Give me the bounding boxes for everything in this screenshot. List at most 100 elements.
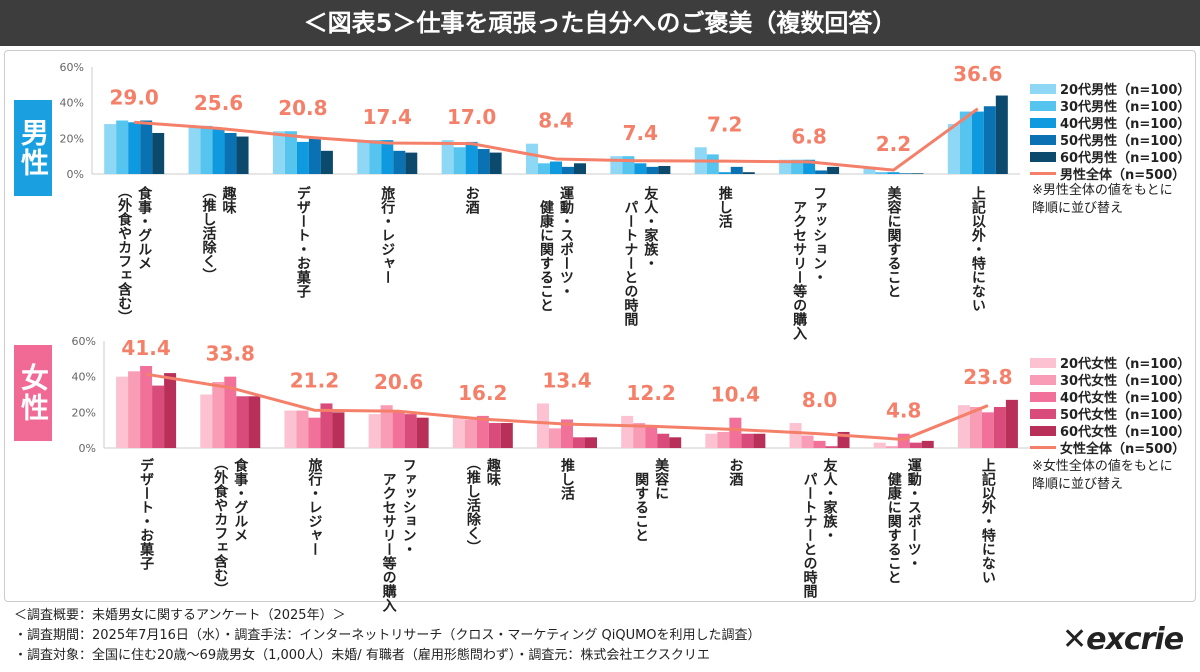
legend-label: 女性全体（n=500） bbox=[1060, 442, 1186, 457]
excrie-logo: ✕excrie bbox=[1062, 622, 1184, 657]
legend-swatch bbox=[1030, 408, 1056, 419]
category-label-line: デザート・お菓子 bbox=[138, 458, 155, 570]
legend-swatch bbox=[1030, 391, 1056, 402]
category-label: 美容に関すること bbox=[885, 186, 901, 298]
category-label: 趣味 （推し活除く） bbox=[464, 456, 501, 554]
category-label-line: アクセサリー等の購入 bbox=[380, 472, 397, 612]
legend-swatch bbox=[1030, 374, 1056, 385]
category-label-line: 推し活 bbox=[716, 186, 733, 228]
sort-note-line: 降順に並び替え bbox=[1032, 201, 1124, 216]
legend-label: 男性全体（n=500） bbox=[1060, 168, 1186, 183]
legend-item: 60代女性（n=100） bbox=[1030, 422, 1191, 440]
category-label-line: 美容に bbox=[653, 458, 670, 500]
sort-note-line: 降順に並び替え bbox=[1032, 477, 1124, 492]
category-label-line: （推し活除く） bbox=[464, 456, 481, 554]
legend-label: 60代女性（n=100） bbox=[1060, 425, 1191, 440]
category-label-line: （外食やカフェ含む） bbox=[116, 184, 133, 324]
category-label-line: 健康に関すること bbox=[538, 200, 554, 312]
female-label: 女性 bbox=[14, 345, 52, 441]
category-label-line: デザート・お菓子 bbox=[294, 186, 311, 298]
legend-swatch bbox=[1030, 172, 1056, 175]
legend-item: 20代女性（n=100） bbox=[1030, 354, 1191, 372]
legend-item: 40代男性（n=100） bbox=[1030, 114, 1191, 132]
category-label-line: 運動・スポーツ・ bbox=[905, 458, 922, 570]
category-label-line: 美容に関すること bbox=[885, 186, 902, 298]
sort-note-line: ※女性全体の値をもとに bbox=[1032, 459, 1173, 474]
category-label-line: 運動・スポーツ・ bbox=[558, 186, 574, 298]
legend: 20代男性（n=100） 30代男性（n=100） 40代男性（n=100） 50代男… bbox=[1030, 80, 1191, 183]
category-label-line: 推し活 bbox=[559, 458, 575, 500]
category-label: デザート・お菓子 bbox=[295, 186, 311, 298]
category-label: 推し活 bbox=[559, 458, 575, 500]
category-label: 友人・家族・ パートナーとの時間 bbox=[622, 186, 658, 326]
legend-swatch bbox=[1030, 100, 1056, 111]
category-label: 推し活 bbox=[717, 186, 733, 228]
male-label: 男性 bbox=[14, 100, 52, 196]
legend-label: 50代女性（n=100） bbox=[1060, 408, 1191, 423]
category-label: 友人・家族・ パートナーとの時間 bbox=[802, 458, 838, 598]
category-label-line: 趣味 bbox=[484, 458, 501, 486]
legend-label: 30代女性（n=100） bbox=[1060, 374, 1191, 389]
footer-line: ・調査対象：全国に住む20歳～69歳男女（1,000人）未婚/ 有職者（雇用形態… bbox=[14, 648, 710, 663]
category-label-line: 上記以外・特にない bbox=[969, 186, 986, 312]
legend-swatch bbox=[1030, 446, 1056, 449]
category-label-line: お酒 bbox=[727, 458, 744, 486]
category-label-line: 友人・家族・ bbox=[821, 458, 838, 542]
legend-item: 50代男性（n=100） bbox=[1030, 131, 1191, 149]
legend-label: 40代男性（n=100） bbox=[1060, 117, 1191, 132]
legend-item: 50代女性（n=100） bbox=[1030, 405, 1191, 423]
legend-swatch bbox=[1030, 151, 1056, 162]
category-label-line: 食事・グルメ bbox=[232, 458, 249, 542]
legend-label: 40代女性（n=100） bbox=[1060, 391, 1191, 406]
survey-footer: ＜調査概要：未婚男女に関するアンケート（2025年）＞ ・調査期間：2025年7… bbox=[14, 606, 761, 666]
legend-label: 20代女性（n=100） bbox=[1060, 357, 1191, 372]
legend: 20代女性（n=100） 30代女性（n=100） 40代女性（n=100） 50代女… bbox=[1030, 354, 1191, 457]
category-label-line: 趣味 bbox=[220, 186, 237, 214]
category-label-line: 旅行・レジャー bbox=[379, 186, 396, 284]
category-label: 趣味 （推し活除く） bbox=[200, 184, 237, 282]
category-label: 上記以外・特にない bbox=[980, 458, 996, 584]
category-label-line: アクセサリー等の購入 bbox=[791, 200, 808, 340]
category-label-line: 食事・グルメ bbox=[136, 186, 153, 270]
category-label: お酒 bbox=[727, 458, 743, 486]
legend-label: 30代男性（n=100） bbox=[1060, 100, 1191, 115]
category-label: 食事・グルメ （外食やカフェ含む） bbox=[116, 184, 153, 324]
legend-item: 30代女性（n=100） bbox=[1030, 371, 1191, 389]
footer-line: ・調査期間：2025年7月16日（水）・調査手法：インターネットリサーチ（クロス… bbox=[14, 628, 761, 643]
category-label: 美容に関すること bbox=[633, 458, 669, 542]
category-label: 食事・グルメ （外食やカフェ含む） bbox=[212, 456, 249, 596]
legend-swatch bbox=[1030, 83, 1056, 94]
category-label-line: 旅行・レジャー bbox=[306, 458, 323, 556]
legend-label: 50代男性（n=100） bbox=[1060, 134, 1191, 149]
sort-note-line: ※男性全体の値をもとに bbox=[1032, 183, 1173, 198]
category-label: 運動・スポーツ・ 健康に関すること bbox=[886, 458, 922, 584]
legend-item: 40代女性（n=100） bbox=[1030, 388, 1191, 406]
category-label-line: ファッション・ bbox=[811, 186, 828, 284]
chart-panel bbox=[4, 50, 1196, 602]
category-label: 運動・スポーツ・ 健康に関すること bbox=[538, 186, 574, 312]
legend-swatch bbox=[1030, 134, 1056, 145]
category-label-line: ファッション・ bbox=[400, 458, 417, 556]
legend-item: 女性全体（n=500） bbox=[1030, 439, 1190, 457]
category-label: ファッション・ アクセサリー等の購入 bbox=[791, 186, 827, 340]
legend-item: 30代男性（n=100） bbox=[1030, 97, 1191, 115]
legend-swatch bbox=[1030, 357, 1056, 368]
category-label-line: お酒 bbox=[463, 186, 480, 214]
legend-swatch bbox=[1030, 117, 1056, 128]
sort-note: ※男性全体の値をもとに 降順に並び替え bbox=[1032, 182, 1173, 218]
category-label: デザート・お菓子 bbox=[138, 458, 154, 570]
category-label-line: 上記以外・特にない bbox=[979, 458, 996, 584]
category-label-line: パートナーとの時間 bbox=[801, 472, 818, 598]
category-label: 旅行・レジャー bbox=[379, 186, 395, 284]
logo-text: excrie bbox=[1086, 622, 1184, 657]
category-label: 上記以外・特にない bbox=[970, 186, 986, 312]
legend-item: 60代男性（n=100） bbox=[1030, 148, 1190, 166]
category-label-line: 友人・家族・ bbox=[642, 186, 659, 270]
category-label-line: 関すること bbox=[633, 472, 650, 542]
category-label: お酒 bbox=[464, 186, 480, 214]
category-label-line: （推し活除く） bbox=[200, 184, 217, 282]
category-label: 旅行・レジャー bbox=[306, 458, 322, 556]
category-label-line: パートナーとの時間 bbox=[622, 200, 639, 326]
legend-label: 20代男性（n=100） bbox=[1060, 83, 1191, 98]
category-label-line: 健康に関すること bbox=[885, 472, 902, 584]
